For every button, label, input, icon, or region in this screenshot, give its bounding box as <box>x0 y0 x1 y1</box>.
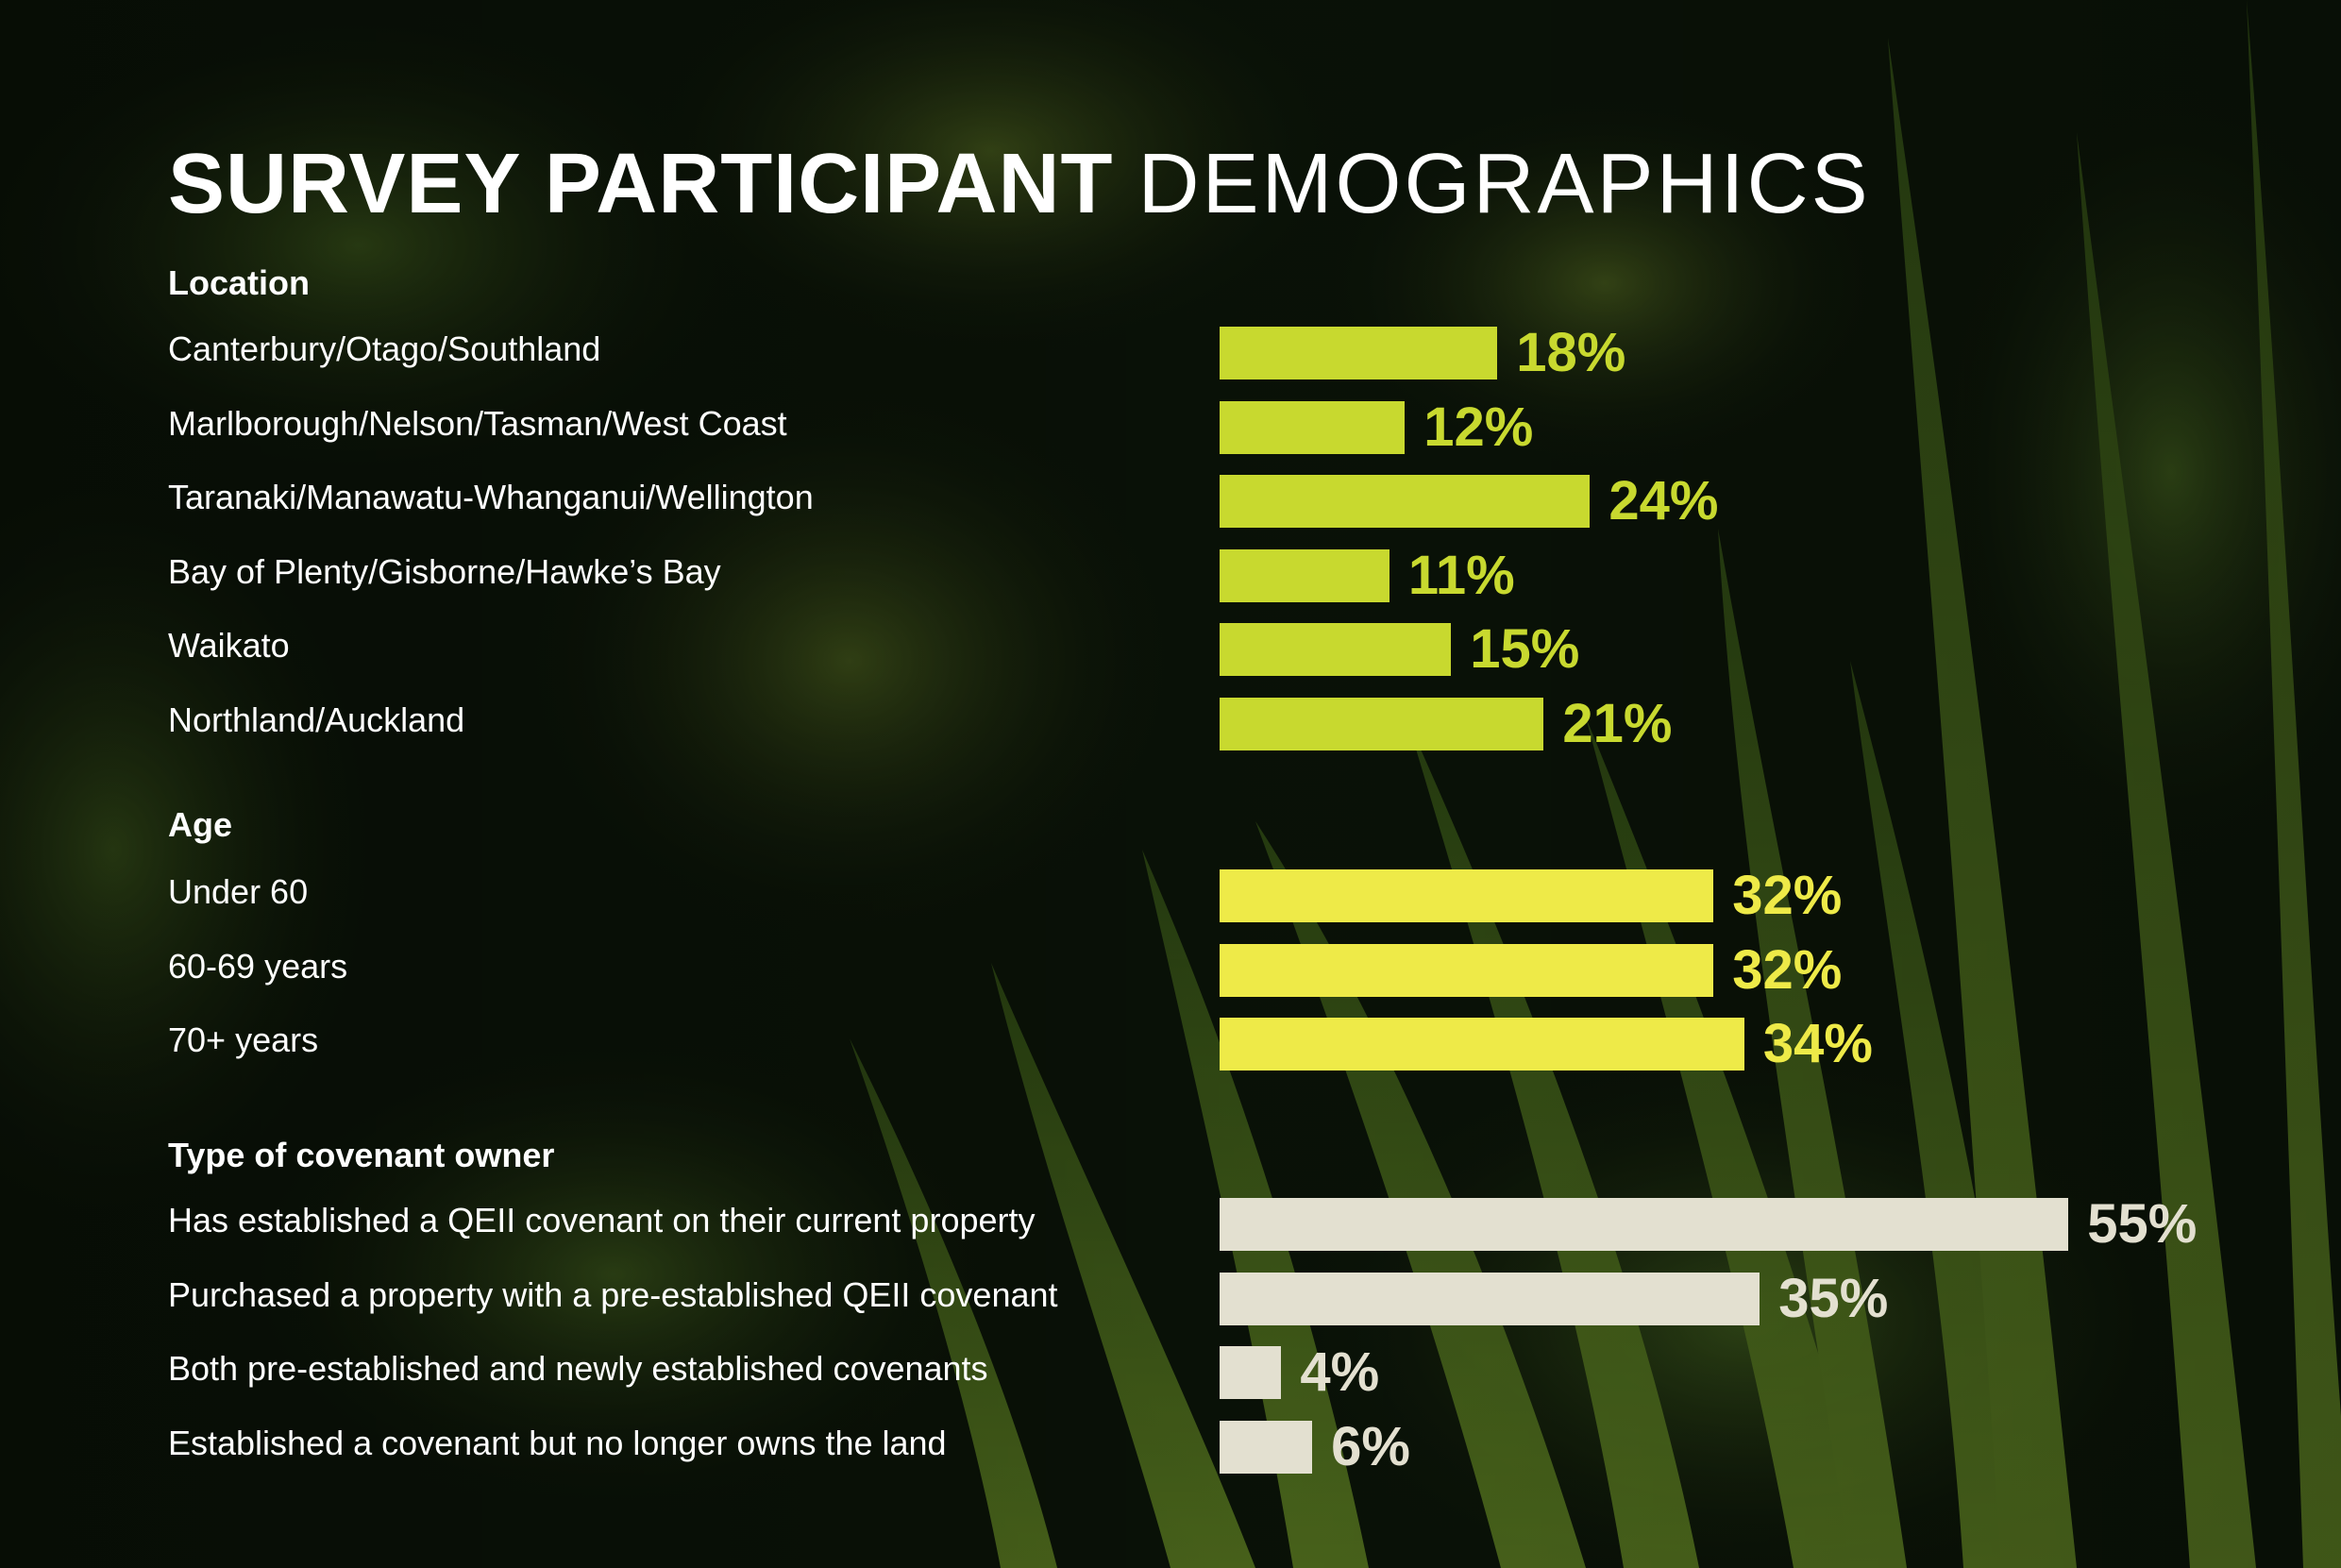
value-label: 4% <box>1300 1341 1380 1403</box>
bar <box>1220 1420 1313 1474</box>
bar <box>1220 1272 1760 1325</box>
value-label: 15% <box>1470 618 1580 680</box>
bar <box>1220 548 1389 602</box>
bar <box>1220 943 1714 997</box>
category-label: 70+ years <box>168 1020 319 1059</box>
value-label: 21% <box>1562 692 1673 754</box>
section-heading: Type of covenant owner <box>168 1136 555 1174</box>
category-label: Has established a QEII covenant on their… <box>168 1201 1036 1239</box>
category-label: Northland/Auckland <box>168 700 465 739</box>
value-label: 32% <box>1732 938 1843 1001</box>
title-light: DEMOGRAPHICS <box>1137 137 1871 231</box>
category-label: Both pre-established and newly establish… <box>168 1349 988 1388</box>
value-label: 34% <box>1762 1013 1873 1074</box>
value-label: 12% <box>1423 396 1534 458</box>
bar <box>1220 400 1406 454</box>
bar <box>1220 1198 2069 1251</box>
category-label: Under 60 <box>168 872 309 911</box>
value-label: 55% <box>2087 1193 2198 1255</box>
bar <box>1220 1018 1744 1071</box>
section-heading: Location <box>168 263 310 302</box>
bar <box>1220 697 1544 750</box>
value-label: 18% <box>1516 322 1626 383</box>
value-label: 32% <box>1732 865 1843 926</box>
category-label: Established a covenant but no longer own… <box>168 1423 947 1462</box>
bar <box>1220 1346 1282 1399</box>
bar <box>1220 869 1714 922</box>
value-label: 24% <box>1608 470 1719 531</box>
category-label: 60-69 years <box>168 946 348 986</box>
category-label: Canterbury/Otago/Southland <box>168 329 601 368</box>
category-label: Marlborough/Nelson/Tasman/West Coast <box>168 403 787 443</box>
value-label: 35% <box>1778 1267 1889 1329</box>
value-label: 6% <box>1331 1415 1410 1477</box>
category-label: Bay of Plenty/Gisborne/Hawke’s Bay <box>168 551 721 591</box>
section-heading: Age <box>168 805 233 844</box>
category-label: Purchased a property with a pre-establis… <box>168 1274 1058 1314</box>
bar <box>1220 623 1452 676</box>
page-title: SURVEY PARTICIPANT DEMOGRAPHICS <box>168 132 1871 236</box>
category-label: Waikato <box>168 626 290 665</box>
bar <box>1220 327 1498 379</box>
category-label: Taranaki/Manawatu-Whanganui/Wellington <box>168 478 814 516</box>
value-label: 11% <box>1407 544 1515 606</box>
title-bold: SURVEY PARTICIPANT <box>168 137 1114 231</box>
bar <box>1220 475 1591 528</box>
